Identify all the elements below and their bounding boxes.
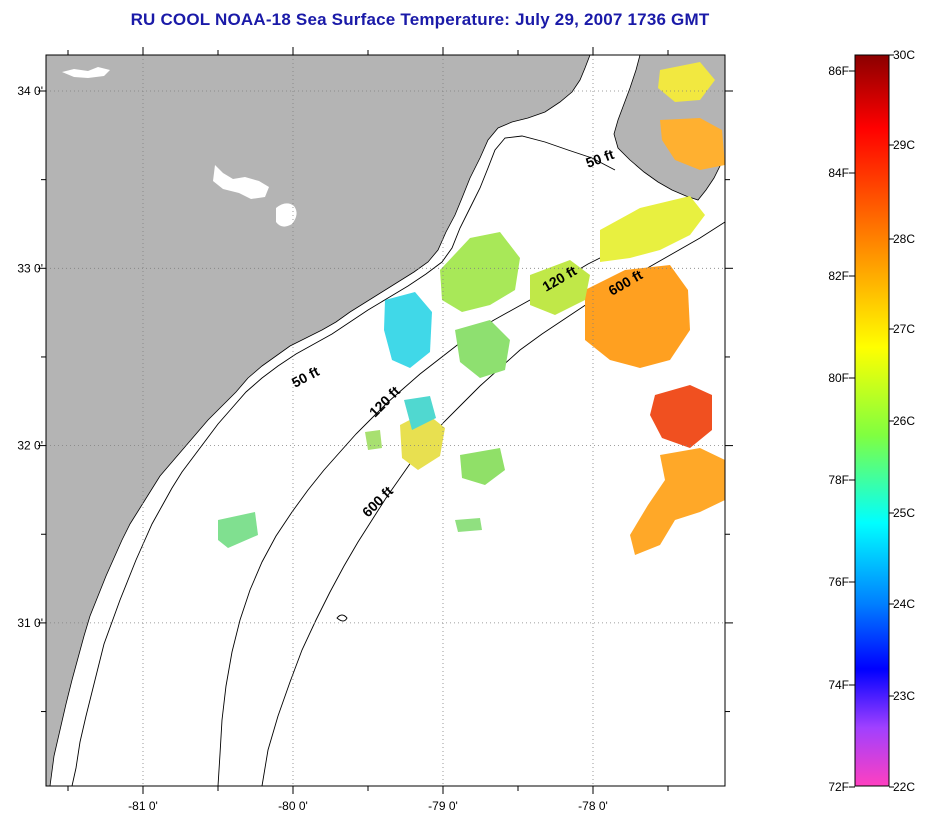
sst-patch-green-mid2 [530,260,590,315]
colorbar-label-f: 80F [828,371,849,385]
colorbar-label-c: 22C [893,780,915,794]
sst-patch-cyan-center [384,292,432,368]
sst-patch-green-small2 [455,518,482,532]
axis-ticks [38,47,733,794]
inland-lake [276,203,297,227]
sst-patches [218,62,725,555]
colorbar-label-c: 28C [893,232,915,246]
inland-lake [213,165,269,199]
colorbar-label-f: 82F [828,269,849,283]
lat-tick-label: 33 0' [17,261,43,275]
colorbar-label-f: 72F [828,780,849,794]
axis-tick-labels: -81 0' -80 0' -79 0' -78 0' 34 0' 33 0' 32 0' 3… [17,84,607,813]
colorbar-scale [854,54,890,787]
lon-tick-label: -80 0' [278,799,308,813]
colorbar-label-f: 84F [828,166,849,180]
lat-tick-label: 31 0' [17,616,43,630]
contour-island [336,614,348,622]
sst-patch-green-small [218,512,258,548]
colorbar-label-f: 74F [828,678,849,692]
sst-patch-cyan-south [404,396,436,430]
sst-patch-yellow-ne [658,62,715,102]
land-mass [46,55,591,786]
colorbar-label-f: 76F [828,575,849,589]
sst-patch-orange-mid [585,265,690,368]
contour-50ft [71,135,616,786]
colorbar-fahrenheit-labels: 86F 84F 82F 80F 78F 76F 74F 72F [828,64,855,794]
sst-patch-green-center [440,232,520,312]
lon-tick-label: -78 0' [578,799,608,813]
colorbar-label-f: 78F [828,473,849,487]
sst-patch-green-se [460,448,505,485]
lon-tick-label: -79 0' [428,799,458,813]
colorbar-label-c: 29C [893,138,915,152]
colorbar-label-c: 26C [893,414,915,428]
sst-patch-green-small3 [365,430,382,450]
sst-patch-green-center2 [455,320,510,378]
colorbar-label-c: 24C [893,597,915,611]
inland-lake [62,67,110,78]
colorbar-label-c: 23C [893,689,915,703]
map-title: RU COOL NOAA-18 Sea Surface Temperature:… [130,10,710,29]
sst-patch-orange-east [630,448,725,555]
colorbar-celsius-labels: 30C 29C 28C 27C 26C 25C 24C 23C 22C [889,48,915,794]
sst-patch-red-east [650,385,712,448]
map-content [46,55,725,786]
lat-tick-label: 32 0' [17,439,43,453]
sst-patch-yellow-mid [600,196,705,262]
colorbar-label-c: 25C [893,506,915,520]
colorbar: 86F 84F 82F 80F 78F 76F 74F 72F 30C 29C 28C 27C 26C… [828,48,915,794]
colorbar-label-c: 30C [893,48,915,62]
lon-tick-label: -81 0' [128,799,158,813]
sst-patch-orange-ne [660,118,725,170]
map-frame [45,54,726,787]
colorbar-label-f: 86F [828,64,849,78]
colorbar-label-c: 27C [893,322,915,336]
lat-tick-label: 34 0' [17,84,43,98]
